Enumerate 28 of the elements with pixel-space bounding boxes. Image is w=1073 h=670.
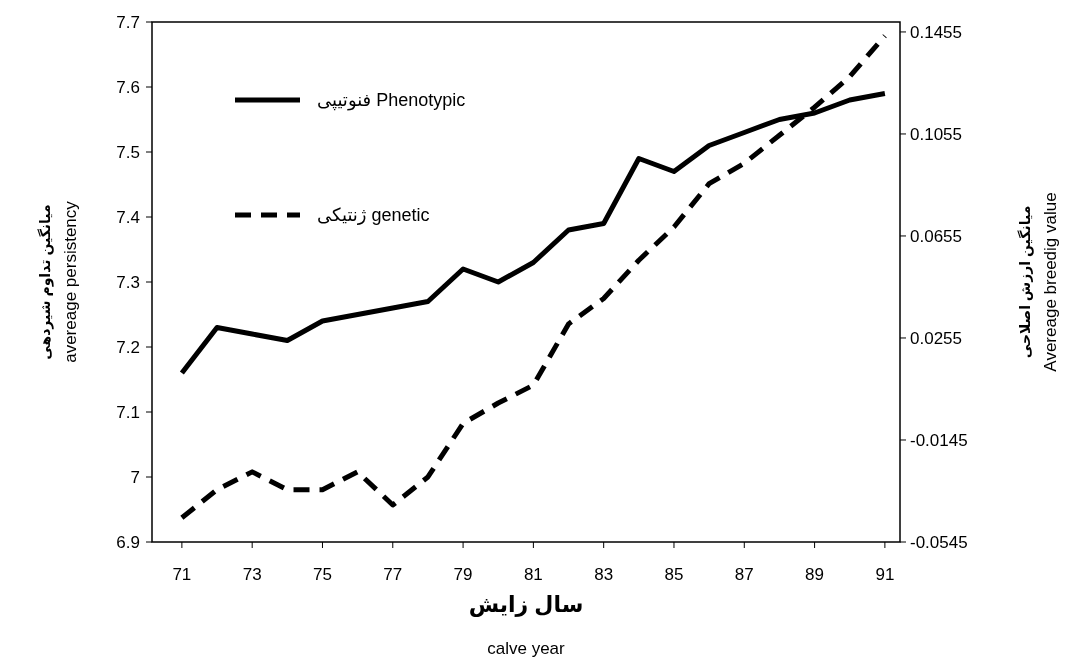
y2-tick-label: 0.0655 <box>910 226 962 246</box>
x-tick-label: 77 <box>383 565 403 584</box>
y-tick-label: 7.3 <box>116 273 140 292</box>
y-tick-label: 7.1 <box>116 403 140 422</box>
y2-tick-label: 0.1455 <box>910 22 962 42</box>
legend-label: فنوتیپی Phenotypic <box>317 90 466 111</box>
y2-tick-label: 0.1055 <box>910 124 962 144</box>
x-tick-label: 85 <box>664 565 684 584</box>
x-tick-label: 81 <box>523 565 543 584</box>
x-tick-label: 75 <box>313 565 332 584</box>
y-tick-label: 7.5 <box>116 143 140 162</box>
y-tick-label: 7 <box>130 468 140 487</box>
x-tick-label: 73 <box>242 565 262 584</box>
x-tick-label: 87 <box>734 565 754 584</box>
x-tick-label: 83 <box>594 565 614 584</box>
y-tick-label: 7.4 <box>116 208 140 227</box>
y-tick-label: 7.6 <box>116 78 140 97</box>
legend-label: ژنتیکی genetic <box>317 205 430 225</box>
y2-tick-label: -0.0145 <box>910 430 968 450</box>
y2-tick-label: -0.0545 <box>910 533 968 552</box>
x-tick-label: 91 <box>875 565 895 584</box>
x-tick-label: 79 <box>453 565 473 584</box>
x-tick-label: 71 <box>172 565 192 584</box>
y2-tick-label: 0.0255 <box>910 328 962 348</box>
y-tick-label: 7.7 <box>116 13 140 32</box>
y-tick-label: 6.9 <box>116 533 140 552</box>
y-tick-label: 7.2 <box>116 338 140 357</box>
x-tick-label: 89 <box>805 565 825 584</box>
